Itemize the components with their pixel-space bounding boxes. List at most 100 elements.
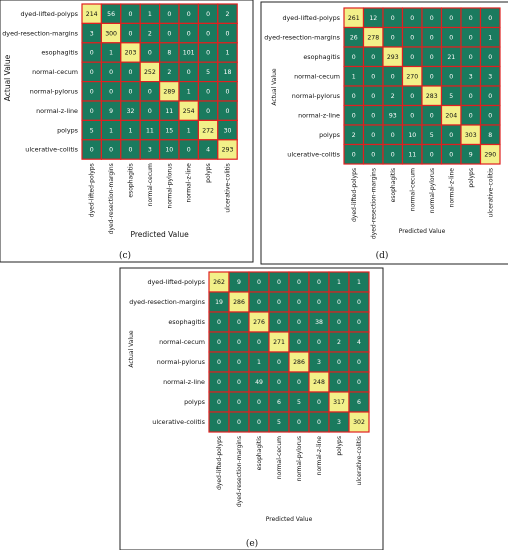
column-tick-label: normal-pylorus: [296, 436, 303, 481]
cell-value: 286: [233, 299, 245, 306]
row-tick-label: normal-z-line: [298, 111, 340, 119]
column-tick-label: ulcerative-colitis: [356, 436, 363, 485]
cell-value: 0: [206, 89, 210, 96]
cell-value: 0: [226, 89, 230, 96]
cell-value: 0: [469, 34, 473, 41]
cell-value: 1: [226, 50, 230, 57]
cell-value: 0: [357, 319, 361, 326]
row-tick-label: esophagitis: [41, 49, 78, 57]
cell-value: 0: [371, 93, 375, 100]
cell-value: 3: [317, 359, 321, 366]
panel-caption: (c): [119, 250, 131, 261]
cell-value: 0: [148, 108, 152, 115]
cell-value: 10: [408, 132, 416, 139]
cell-value: 3: [148, 147, 152, 154]
cell-value: 0: [410, 93, 414, 100]
cell-value: 0: [357, 359, 361, 366]
cell-value: 303: [465, 132, 477, 139]
row-tick-label: normal-pylorus: [292, 92, 341, 100]
cell-value: 56: [107, 11, 115, 18]
cell-value: 0: [187, 147, 191, 154]
row-tick-label: esophagitis: [303, 53, 340, 61]
cell-value: 0: [352, 112, 356, 119]
column-tick-label: dyed-resection-margins: [370, 168, 377, 239]
cell-value: 0: [257, 279, 261, 286]
cell-value: 0: [90, 147, 94, 154]
cell-value: 254: [183, 108, 195, 115]
cell-value: 0: [317, 339, 321, 346]
cell-value: 293: [387, 54, 399, 61]
cell-value: 0: [317, 419, 321, 426]
cell-value: 1: [488, 34, 492, 41]
cell-value: 0: [206, 30, 210, 37]
cell-value: 0: [469, 15, 473, 22]
cell-value: 0: [148, 89, 152, 96]
cell-value: 0: [410, 15, 414, 22]
cell-value: 26: [350, 34, 358, 41]
cell-value: 8: [488, 132, 492, 139]
cell-value: 0: [187, 30, 191, 37]
cell-value: 0: [357, 299, 361, 306]
cell-value: 12: [369, 15, 377, 22]
y-axis-title: Actual Value: [3, 54, 12, 101]
column-tick-label: dyed-lifted-polyps: [351, 168, 358, 222]
cell-value: 0: [371, 112, 375, 119]
cell-value: 0: [469, 93, 473, 100]
cell-value: 0: [217, 419, 221, 426]
cell-value: 19: [215, 299, 223, 306]
column-tick-label: normal-z-line: [316, 436, 323, 476]
cell-value: 0: [277, 299, 281, 306]
cell-value: 0: [410, 112, 414, 119]
cell-value: 262: [213, 279, 225, 286]
cell-value: 0: [317, 299, 321, 306]
cell-value: 0: [449, 132, 453, 139]
row-tick-label: normal-cecum: [159, 338, 205, 346]
cell-value: 49: [255, 379, 263, 386]
cell-value: 4: [357, 339, 361, 346]
cell-value: 0: [469, 112, 473, 119]
row-tick-label: polyps: [184, 398, 206, 406]
cell-value: 0: [277, 379, 281, 386]
row-tick-label: normal-cecum: [294, 72, 340, 80]
cell-value: 0: [217, 319, 221, 326]
panel-e: 262 9 0 0 0 0 1 119 286 0 0 0 0 0 00 0 276 0 0 38 0 00 0 0 271 0 0…: [120, 268, 383, 550]
cell-value: 0: [90, 108, 94, 115]
cell-value: 0: [297, 419, 301, 426]
cell-value: 11: [408, 151, 416, 158]
cell-value: 300: [105, 30, 117, 37]
cell-value: 30: [224, 127, 232, 134]
cell-value: 0: [297, 279, 301, 286]
cell-value: 9: [109, 108, 113, 115]
cell-value: 293: [222, 147, 234, 154]
cell-value: 2: [337, 339, 341, 346]
cell-value: 0: [352, 54, 356, 61]
cell-value: 0: [297, 339, 301, 346]
cell-value: 5: [430, 132, 434, 139]
cell-value: 0: [391, 132, 395, 139]
column-tick-label: polyps: [336, 436, 343, 456]
row-tick-label: dyed-resection-margins: [129, 298, 205, 306]
cell-value: 2: [167, 69, 171, 76]
cell-value: 1: [357, 279, 361, 286]
cell-value: 11: [165, 108, 173, 115]
cell-value: 0: [469, 54, 473, 61]
cell-value: 0: [257, 299, 261, 306]
cell-value: 302: [353, 419, 365, 426]
x-axis-title: Predicted Value: [266, 516, 313, 523]
cell-value: 0: [90, 89, 94, 96]
cell-value: 0: [109, 69, 113, 76]
cell-value: 278: [367, 34, 379, 41]
cell-value: 21: [447, 54, 455, 61]
cell-value: 0: [129, 89, 133, 96]
cell-value: 283: [426, 93, 438, 100]
cell-value: 0: [297, 379, 301, 386]
cell-value: 1: [187, 127, 191, 134]
cell-value: 3: [488, 73, 492, 80]
y-axis-title: Actual Value: [271, 68, 278, 105]
x-axis-title: Predicted Value: [131, 230, 190, 239]
cell-value: 3: [337, 419, 341, 426]
cell-value: 0: [371, 73, 375, 80]
cell-value: 6: [357, 399, 361, 406]
cell-value: 203: [125, 50, 137, 57]
cell-value: 0: [257, 419, 261, 426]
